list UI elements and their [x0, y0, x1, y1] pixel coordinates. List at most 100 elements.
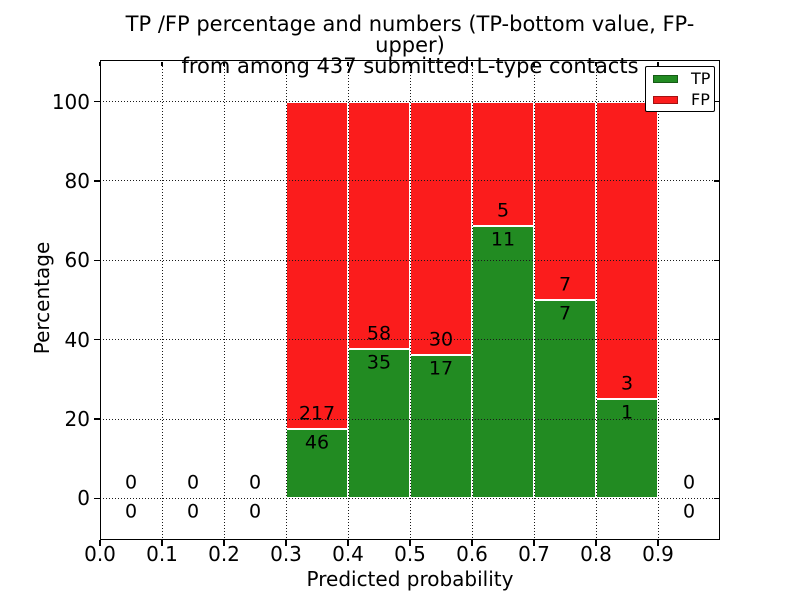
tp-count-label: 46 [304, 431, 330, 454]
legend-label-fp: FP [691, 89, 710, 109]
y-tick [93, 338, 100, 341]
y-tick [93, 180, 100, 182]
fp-count-label: 0 [124, 471, 138, 494]
y-tick-right [714, 338, 719, 341]
tp-count-label: 35 [366, 351, 392, 374]
x-tick [409, 540, 411, 546]
x-axis-label: Predicted probability [306, 567, 514, 591]
x-tick [471, 540, 473, 546]
fp-count-label: 30 [428, 328, 454, 351]
y-tick-label: 80 [64, 168, 90, 193]
x-tick [347, 540, 349, 546]
x-tick-label: 0.0 [84, 542, 116, 566]
y-axis-label: Percentage [30, 241, 54, 355]
bar-tp-segment [286, 428, 348, 499]
y-tick-label: 20 [64, 407, 90, 431]
bar-fp-segment [534, 101, 596, 300]
y-tick [93, 100, 100, 103]
gridline-vertical [533, 60, 535, 540]
bar-tp-segment [348, 349, 410, 499]
bar-fp-segment [286, 101, 348, 429]
fp-count-label: 5 [496, 199, 510, 222]
gridline-vertical [409, 60, 411, 540]
y-tick-label: 100 [51, 89, 90, 114]
x-tick-top [223, 61, 225, 66]
bar-tp-segment [534, 300, 596, 499]
bar-fp-segment [596, 101, 658, 400]
x-tick-top [99, 61, 101, 66]
tp-count-label: 0 [124, 500, 138, 523]
tp-count-label: 7 [558, 302, 572, 325]
x-tick-label: 0.8 [580, 542, 612, 566]
x-tick [161, 540, 163, 546]
tp-count-label: 17 [428, 357, 454, 380]
x-tick [285, 540, 287, 546]
y-tick-label: 0 [77, 486, 90, 511]
x-tick-label: 0.7 [518, 542, 550, 566]
x-tick [595, 540, 597, 546]
x-tick [533, 540, 535, 546]
bar-tp-segment [472, 225, 534, 499]
x-tick-top [533, 61, 535, 66]
legend: TP FP [645, 66, 715, 112]
x-tick-label: 0.3 [270, 542, 302, 566]
gridline-vertical [347, 60, 349, 540]
x-tick [657, 540, 659, 546]
y-tick-right [714, 418, 719, 420]
tp-count-label: 0 [682, 500, 696, 523]
x-tick-top [409, 61, 411, 66]
y-tick [93, 418, 100, 420]
tp-count-label: 1 [620, 401, 634, 424]
gridline-vertical [285, 60, 287, 540]
tp-count-label: 0 [248, 500, 262, 523]
fp-count-label: 58 [366, 322, 392, 345]
legend-swatch-tp [653, 74, 678, 83]
x-tick-top [657, 61, 659, 66]
fp-count-label: 217 [298, 402, 336, 425]
legend-swatch-fp [653, 95, 678, 104]
tp-count-label: 11 [490, 228, 516, 251]
chart-title-line2: from among 437 submitted L-type contacts [181, 54, 639, 78]
fp-count-label: 3 [620, 372, 634, 395]
y-tick-right [714, 180, 719, 182]
bar-tp-segment [410, 354, 472, 499]
chart-title-line1: TP /FP percentage and numbers (TP-bottom… [125, 12, 695, 57]
y-tick-label: 40 [64, 327, 90, 352]
y-tick-right [714, 100, 719, 103]
x-tick-top [347, 61, 349, 66]
fp-count-label: 0 [682, 471, 696, 494]
x-tick-label: 0.2 [208, 542, 240, 566]
legend-entry-tp: TP [646, 68, 714, 89]
x-tick [223, 540, 225, 546]
fp-count-label: 0 [186, 471, 200, 494]
gridline-vertical [657, 60, 659, 540]
gridline-vertical [471, 60, 473, 540]
gridline-vertical [161, 60, 163, 540]
x-tick-label: 0.5 [394, 542, 426, 566]
fp-count-label: 0 [248, 471, 262, 494]
chart-title: TP /FP percentage and numbers (TP-bottom… [100, 14, 720, 77]
bar-tp-segment [596, 399, 658, 499]
x-tick-label: 0.9 [642, 542, 674, 566]
legend-label-tp: TP [691, 68, 711, 88]
x-tick-top [285, 61, 287, 66]
x-tick-top [471, 61, 473, 66]
legend-entry-fp: FP [646, 89, 714, 110]
bar-fp-segment [348, 101, 410, 350]
y-tick-right [714, 497, 719, 500]
y-tick [93, 497, 100, 500]
tp-count-label: 0 [186, 500, 200, 523]
y-tick-right [714, 259, 719, 262]
y-tick [93, 259, 100, 262]
x-tick [99, 540, 101, 546]
x-tick-label: 0.1 [146, 542, 178, 566]
x-tick-label: 0.4 [332, 542, 364, 566]
x-tick-label: 0.6 [456, 542, 488, 566]
gridline-vertical [595, 60, 597, 540]
y-tick-label: 60 [64, 248, 90, 273]
bar-fp-segment [410, 101, 472, 355]
x-tick-top [161, 61, 163, 66]
x-tick-top [595, 61, 597, 66]
fp-count-label: 7 [558, 273, 572, 296]
